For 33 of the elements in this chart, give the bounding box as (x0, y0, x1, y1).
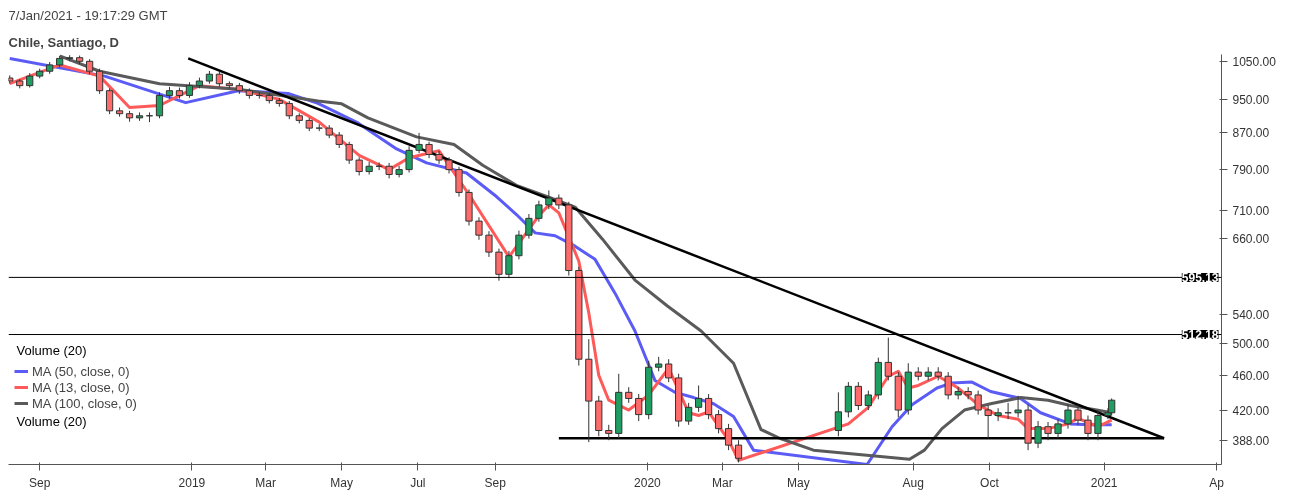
x-tick-label: Jul (410, 475, 426, 490)
y-tick-label: 460.00 (1232, 368, 1270, 383)
x-tick-label: 2019 (178, 475, 206, 490)
y-tick-label: 710.00 (1232, 203, 1270, 218)
chart-title: Chile, Santiago, D (8, 34, 120, 50)
chart-subtitle: 7/Jan/2021 - 19:17:29 GMT (8, 7, 168, 23)
x-tick-label: Mar (255, 475, 276, 490)
ref-line-label: 595.13 (1181, 270, 1219, 285)
legend-label: MA (50, close, 0) (32, 363, 130, 379)
legend-label: MA (100, close, 0) (32, 395, 137, 411)
legend-label: MA (13, close, 0) (32, 379, 130, 395)
x-tick-label: Mar (711, 475, 733, 490)
y-tick-label: 420.00 (1232, 403, 1270, 418)
x-tick-label: Sep (29, 475, 51, 490)
x-tick-label: May (787, 475, 810, 490)
x-tick-label: Oct (980, 475, 1000, 490)
y-tick-label: 950.00 (1232, 92, 1270, 107)
y-tick-label: 540.00 (1232, 307, 1270, 322)
annotation: Volume (20) (16, 342, 87, 358)
y-tick-label: 870.00 (1232, 126, 1270, 141)
y-tick-label: 1050.00 (1232, 54, 1277, 69)
ref-line-label: 512.18 (1181, 328, 1219, 343)
x-tick-label: Ap (1209, 475, 1225, 490)
x-tick-label: 2020 (634, 475, 662, 490)
x-tick-label: Aug (902, 475, 924, 490)
x-tick-label: Sep (484, 475, 507, 490)
x-tick-label: 2021 (1090, 475, 1118, 490)
y-tick-label: 388.00 (1232, 433, 1270, 448)
y-tick-label: 660.00 (1232, 231, 1270, 246)
annotation: Volume (20) (16, 413, 87, 429)
y-tick-label: 790.00 (1232, 163, 1270, 178)
y-tick-label: 500.00 (1232, 337, 1270, 352)
x-tick-label: May (330, 475, 354, 490)
